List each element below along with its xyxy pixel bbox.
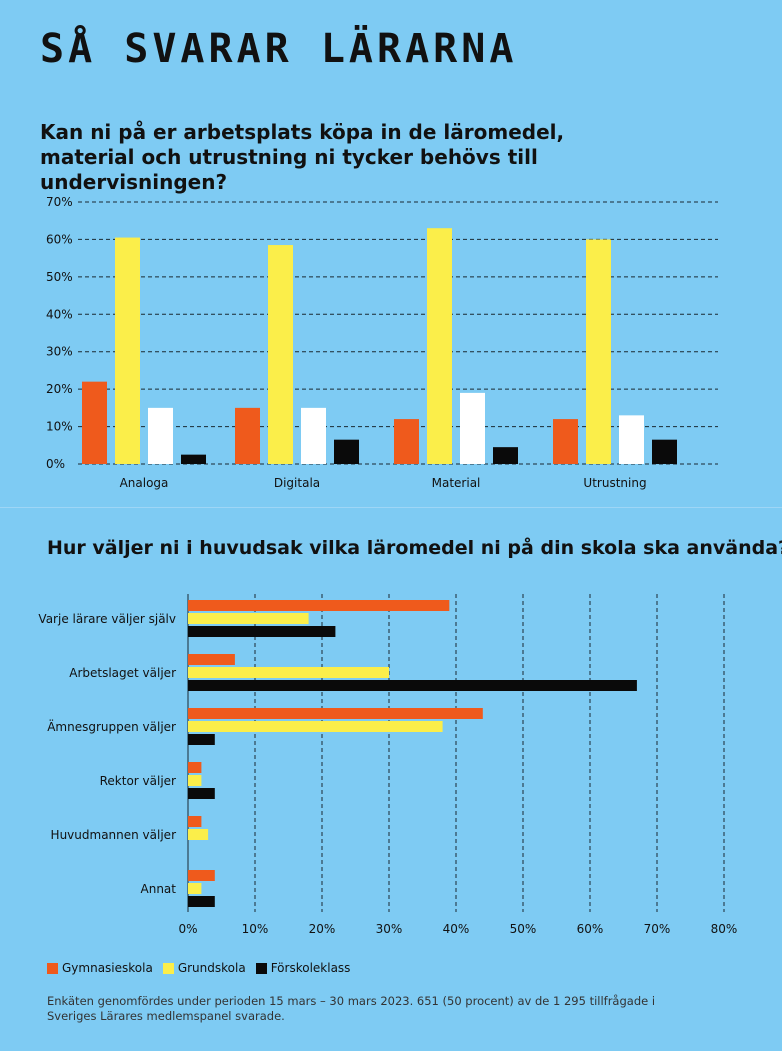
bar-arbetslaget-väljer-gymnasieskola — [188, 654, 235, 665]
bar-ämnesgruppen-väljer-grundskola — [188, 721, 443, 732]
legend: Gymnasieskola Grundskola Förskoleklass — [47, 961, 350, 975]
x-tick-label: 60% — [577, 922, 604, 936]
y-category-label: Ämnesgruppen väljer — [47, 719, 176, 734]
bar-analoga-s1 — [82, 381, 107, 464]
bar-material-s4 — [493, 447, 518, 464]
question-1: Kan ni på er arbetsplats köpa in de läro… — [40, 120, 565, 194]
y-tick-label: 10% — [46, 420, 73, 434]
x-tick-label: 40% — [443, 922, 470, 936]
x-tick-label: 50% — [510, 922, 537, 936]
bar-analoga-s3 — [148, 407, 173, 464]
y-tick-label: 60% — [46, 232, 73, 246]
y-category-label: Arbetslaget väljer — [69, 666, 176, 680]
purchase-bar-chart: 0% 10% 20% 30% 40% 50% 60% 70% Analoga Digitala Ma… — [46, 195, 718, 490]
bar-material-s1 — [394, 419, 419, 464]
bar-arbetslaget-väljer-grundskola — [188, 667, 389, 678]
bar-varje-lärare-väljer-själv-grundskola — [188, 613, 309, 624]
bar-annat-grundskola — [188, 883, 202, 894]
y-category-label: Huvudmannen väljer — [51, 828, 177, 842]
legend-swatch-grundskola — [162, 962, 174, 974]
y-tick-label: 50% — [46, 270, 73, 284]
bar-material-s3 — [460, 392, 485, 464]
x-tick-label: 30% — [376, 922, 403, 936]
bar-varje-lärare-väljer-själv-gymnasieskola — [188, 600, 450, 611]
bar-digitala-s2 — [268, 245, 293, 464]
bar-ämnesgruppen-väljer-gymnasieskola — [188, 708, 483, 719]
bar-huvudmannen-väljer-gymnasieskola — [188, 816, 202, 827]
x-tick-label: 20% — [309, 922, 336, 936]
legend-label: Grundskola — [177, 961, 246, 975]
bar-analoga-s2 — [115, 237, 140, 464]
x-category-label: Material — [432, 476, 481, 490]
bar-huvudmannen-väljer-grundskola — [188, 829, 209, 840]
y-category-label: Annat — [141, 882, 177, 896]
bar-digitala-s3 — [301, 407, 326, 464]
legend-label: Gymnasieskola — [62, 961, 153, 975]
bar-utrustning-s2 — [586, 239, 611, 464]
y-tick-label: 70% — [46, 195, 73, 209]
x-tick-label: 80% — [711, 922, 738, 936]
bar-digitala-s4 — [334, 439, 359, 464]
x-category-label: Utrustning — [583, 476, 646, 490]
question-2: Hur väljer ni i huvudsak vilka läromedel… — [47, 537, 782, 559]
footnote: Enkäten genomfördes under perioden 15 ma… — [47, 994, 656, 1023]
y-category-label: Rektor väljer — [100, 774, 176, 788]
legend-label: Förskoleklass — [270, 961, 351, 975]
bar-annat-förskoleklass — [188, 896, 215, 907]
y-tick-label: 30% — [46, 345, 73, 359]
bar-utrustning-s1 — [553, 419, 578, 464]
bar-varje-lärare-väljer-själv-förskoleklass — [188, 626, 336, 637]
bar-rektor-väljer-gymnasieskola — [188, 762, 202, 773]
bar-annat-gymnasieskola — [188, 870, 215, 881]
legend-swatch-forskoleklass — [255, 962, 267, 974]
legend-item-gymnasieskola: Gymnasieskola — [47, 961, 153, 975]
bar-utrustning-s4 — [652, 439, 677, 464]
bar-material-s2 — [427, 228, 452, 464]
y-tick-label: 40% — [46, 307, 73, 321]
headline: SÅ SVARAR LÄRARNA — [40, 26, 518, 72]
bar-analoga-s4 — [181, 454, 206, 464]
x-category-label: Analoga — [120, 476, 169, 490]
x-tick-label: 0% — [178, 922, 197, 936]
y-tick-label: 0% — [46, 457, 65, 471]
bar-utrustning-s3 — [619, 415, 644, 464]
bar-arbetslaget-väljer-förskoleklass — [188, 680, 637, 691]
x-tick-label: 10% — [242, 922, 269, 936]
bar-ämnesgruppen-väljer-förskoleklass — [188, 734, 215, 745]
y-tick-label: 20% — [46, 382, 73, 396]
bar-rektor-väljer-grundskola — [188, 775, 202, 786]
section-divider — [0, 507, 782, 508]
y-category-label: Varje lärare väljer själv — [38, 612, 176, 626]
x-category-label: Digitala — [274, 476, 320, 490]
selection-bar-chart: 0% 10% 20% 30% 40% 50% 60% 70% 80% Varje lärare v… — [38, 594, 738, 936]
bar-rektor-väljer-förskoleklass — [188, 788, 215, 799]
legend-item-grundskola: Grundskola — [162, 961, 246, 975]
legend-item-forskoleklass: Förskoleklass — [255, 961, 351, 975]
x-tick-label: 70% — [644, 922, 671, 936]
bar-digitala-s1 — [235, 407, 260, 464]
legend-swatch-gymnasieskola — [47, 962, 58, 974]
